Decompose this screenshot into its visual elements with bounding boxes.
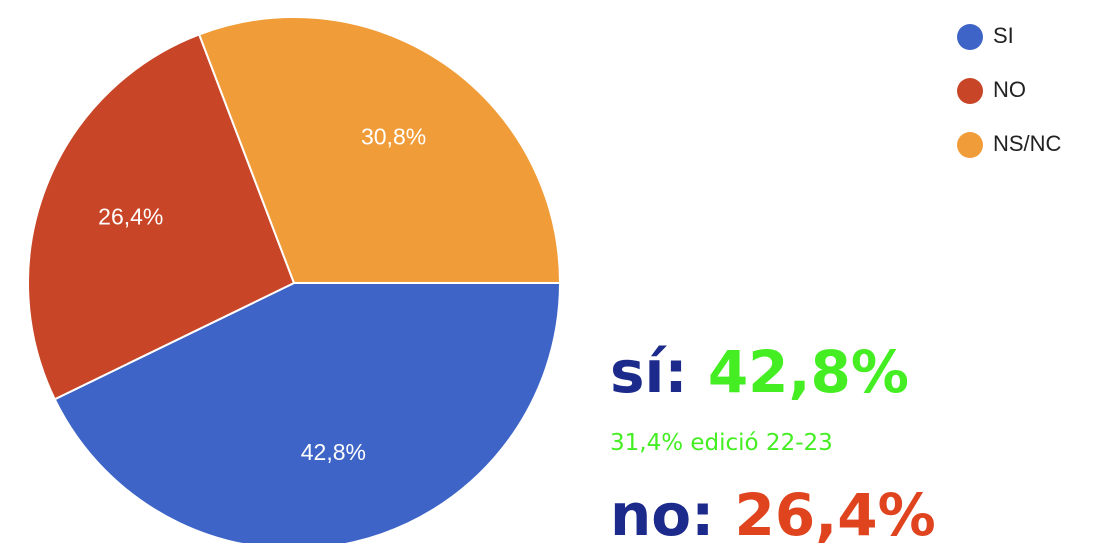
legend-swatch [957,78,983,104]
legend-label: NO [993,77,1026,102]
pie-slice [53,282,562,543]
legend-label: SI [993,23,1014,48]
pie-label: 42,8% [301,439,366,465]
pie-slice [27,33,296,401]
legend-swatch [957,24,983,50]
annotation-no: no: 26,4% [610,481,936,543]
pie-slice [197,16,562,284]
annotation-si: sí: 42,8% [610,338,909,406]
legend-swatch [957,132,983,158]
annotation-no-value: 26,4% [735,481,936,543]
annotation-si-value: 42,8% [708,338,909,406]
annotation-no-label: no: [610,481,714,543]
annotation-previous: 31,4% edició 22-23 [610,430,833,456]
annotation-si-label: sí: [610,338,688,406]
pie-label: 30,8% [361,123,426,149]
legend-label: NS/NC [993,131,1062,156]
pie-label: 26,4% [98,203,163,229]
